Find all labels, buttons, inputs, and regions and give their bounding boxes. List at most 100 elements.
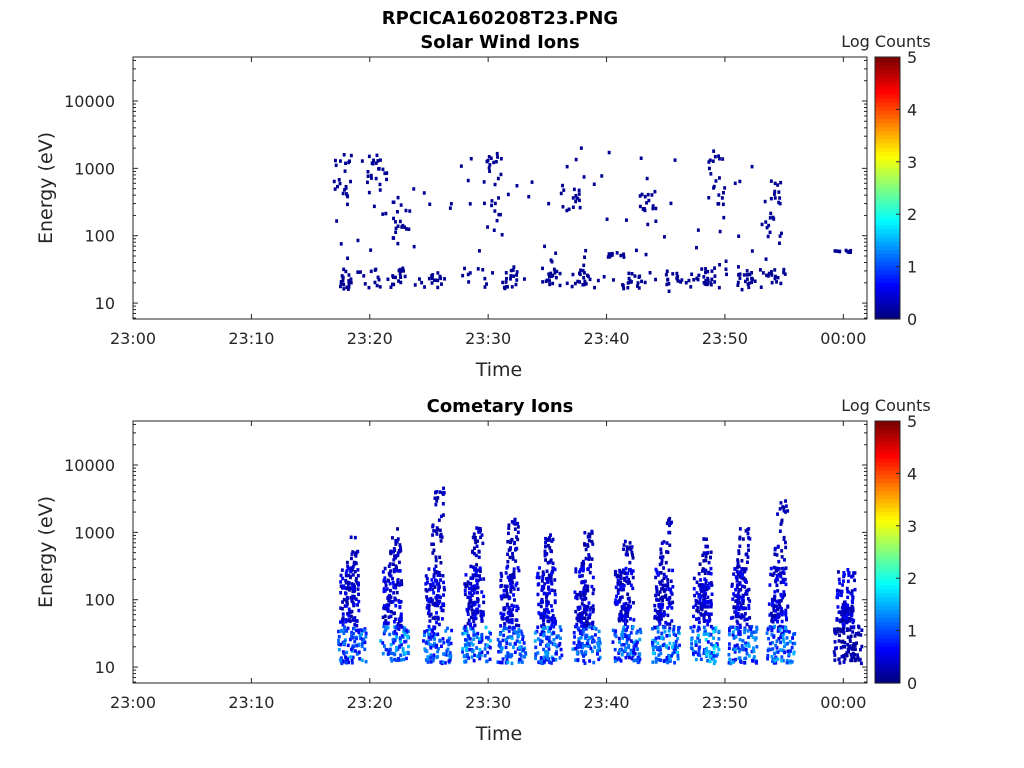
- heatmap-cell: [607, 252, 611, 256]
- heatmap-cell: [615, 574, 619, 579]
- heatmap-cell: [667, 568, 671, 572]
- heatmap-cell: [580, 615, 584, 619]
- heatmap-cell: [383, 576, 387, 580]
- heatmap-cell: [779, 522, 783, 526]
- colorbar-tick-label: 4: [907, 464, 917, 483]
- x-tick-label: 23:00: [110, 693, 156, 712]
- cometary-plot-frame: [132, 420, 868, 684]
- heatmap-cell: [590, 529, 594, 534]
- heatmap-cell: [553, 642, 556, 647]
- heatmap-cell: [850, 613, 853, 618]
- heatmap-cell: [472, 586, 476, 590]
- heatmap-cell: [461, 647, 465, 651]
- heatmap-cell: [431, 635, 435, 639]
- heatmap-cell: [751, 659, 755, 663]
- heatmap-cell: [636, 656, 640, 660]
- heatmap-cell: [658, 612, 662, 616]
- heatmap-cell: [702, 592, 706, 597]
- heatmap-cell: [662, 566, 665, 570]
- heatmap-cell: [579, 617, 583, 622]
- heatmap-cell: [775, 583, 779, 588]
- heatmap-cell: [510, 537, 514, 542]
- heatmap-cell: [776, 275, 780, 280]
- heatmap-cell: [540, 579, 544, 583]
- heatmap-cell: [717, 647, 721, 652]
- heatmap-cell: [431, 587, 435, 592]
- heatmap-cell: [434, 595, 438, 600]
- x-tick-label: 23:20: [347, 693, 393, 712]
- heatmap-cell: [626, 625, 630, 629]
- heatmap-cell: [434, 529, 438, 533]
- heatmap-cell: [857, 624, 860, 629]
- heatmap-cell: [627, 643, 630, 648]
- heatmap-cell: [776, 567, 780, 572]
- heatmap-cell: [348, 637, 352, 642]
- colorbar-swatch: [875, 298, 900, 304]
- heatmap-cell: [483, 201, 486, 206]
- heatmap-cell: [671, 600, 675, 605]
- heatmap-cell: [588, 625, 592, 629]
- heatmap-cell: [843, 612, 846, 616]
- heatmap-cell: [352, 583, 356, 587]
- heatmap-cell: [791, 641, 795, 646]
- heatmap-cell: [394, 568, 398, 573]
- heatmap-cell: [427, 567, 431, 571]
- heatmap-cell: [511, 607, 515, 612]
- heatmap-cell: [396, 527, 399, 531]
- heatmap-cell: [770, 633, 774, 637]
- heatmap-cell: [782, 567, 786, 571]
- heatmap-cell: [483, 276, 487, 281]
- heatmap-cell: [584, 556, 588, 561]
- heatmap-cell: [596, 278, 600, 283]
- heatmap-cell: [676, 657, 680, 661]
- heatmap-cell: [628, 541, 632, 545]
- heatmap-cell: [422, 639, 425, 643]
- heatmap-cell: [842, 645, 846, 649]
- colorbar-swatch: [875, 592, 900, 598]
- heatmap-cell: [616, 591, 620, 595]
- heatmap-cell: [536, 625, 540, 629]
- heatmap-cell: [712, 651, 716, 655]
- heatmap-cell: [858, 657, 862, 662]
- heatmap-cell: [694, 643, 698, 647]
- heatmap-cell: [547, 586, 550, 590]
- heatmap-cell: [741, 574, 744, 578]
- heatmap-cell: [507, 629, 511, 633]
- heatmap-cell: [578, 615, 581, 620]
- heatmap-cell: [536, 572, 540, 577]
- heatmap-cell: [634, 644, 638, 648]
- heatmap-cell: [793, 632, 797, 636]
- heatmap-cell: [663, 612, 667, 616]
- heatmap-cell: [382, 587, 386, 591]
- heatmap-cell: [669, 588, 672, 592]
- heatmap-cell: [737, 234, 741, 238]
- heatmap-cell: [835, 630, 839, 634]
- heatmap-cell: [773, 546, 777, 551]
- heatmap-cell: [482, 613, 485, 617]
- heatmap-cell: [621, 650, 625, 654]
- heatmap-cell: [776, 620, 779, 624]
- heatmap-cell: [466, 595, 470, 599]
- colorbar-swatch: [875, 556, 900, 561]
- heatmap-cell: [737, 656, 741, 661]
- heatmap-cell: [483, 285, 487, 289]
- heatmap-cell: [396, 622, 400, 626]
- heatmap-cell: [376, 159, 380, 163]
- heatmap-cell: [637, 286, 641, 290]
- heatmap-cell: [428, 632, 432, 637]
- heatmap-cell: [653, 608, 657, 612]
- heatmap-cell: [342, 267, 346, 272]
- y-tick-label: 10000: [64, 92, 115, 111]
- colorbar-swatch: [875, 547, 900, 553]
- heatmap-cell: [654, 660, 658, 664]
- heatmap-cell: [772, 608, 776, 613]
- heatmap-cell: [714, 644, 717, 648]
- heatmap-cell: [652, 640, 656, 644]
- heatmap-cell: [713, 154, 717, 159]
- colorbar-swatch: [875, 253, 900, 259]
- heatmap-cell: [624, 611, 628, 615]
- heatmap-cell: [614, 634, 618, 639]
- heatmap-cell: [497, 650, 501, 654]
- heatmap-cell: [619, 609, 623, 614]
- heatmap-cell: [582, 263, 586, 268]
